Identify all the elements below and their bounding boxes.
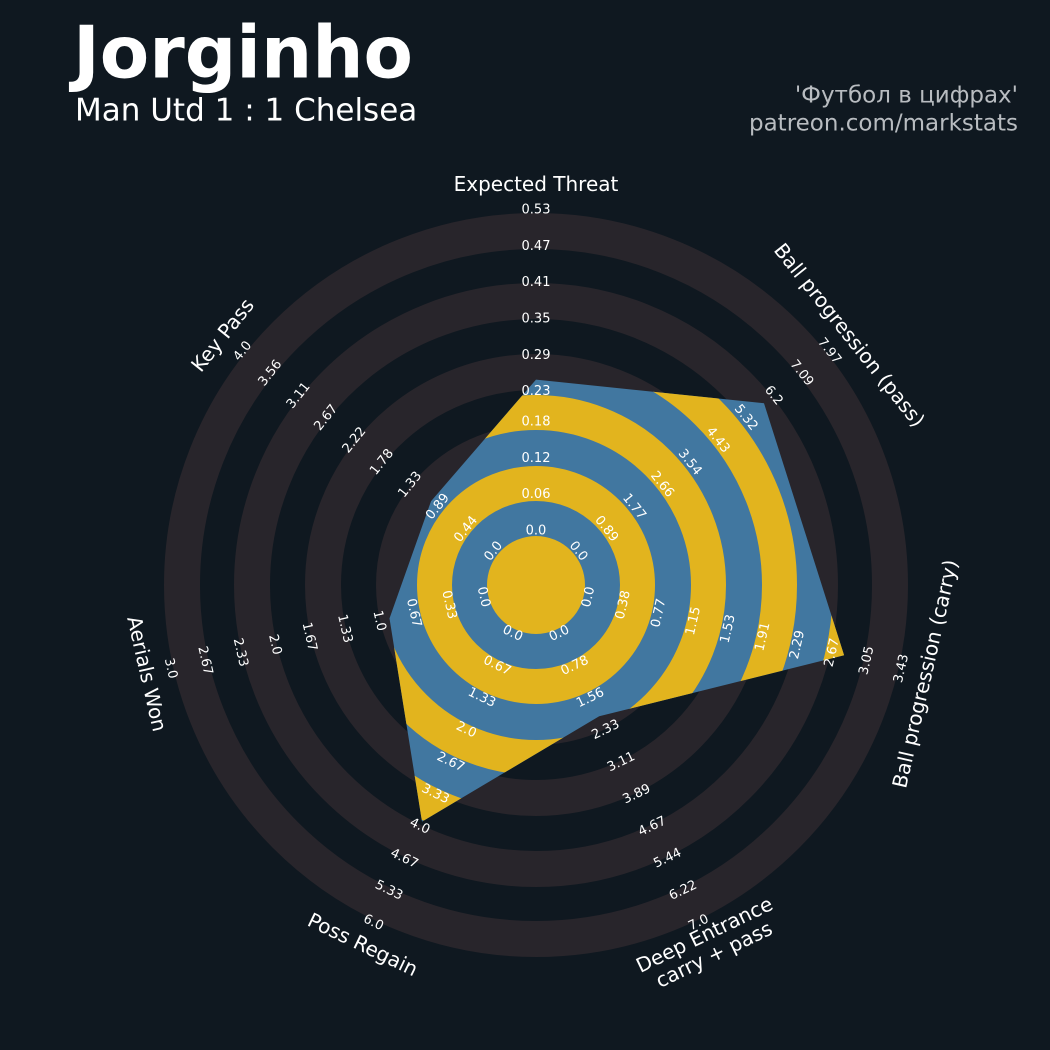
- background-ring: [164, 213, 908, 957]
- tick-label: 0.33: [438, 589, 459, 621]
- tick-label: 0.0: [474, 585, 493, 609]
- tick-label: 2.67: [822, 637, 843, 669]
- tick-label: 0.53: [522, 203, 551, 218]
- tick-label: 2.67: [194, 645, 215, 677]
- tick-label: 0.06: [522, 487, 551, 502]
- credit: 'Футбол в цифрах': [795, 83, 1018, 109]
- tick-label: 0.12: [522, 451, 551, 466]
- ring-band: [417, 466, 655, 704]
- ring-band: [389, 379, 797, 822]
- tick-label: 3.05: [856, 645, 877, 677]
- tick-label: 3.43: [891, 653, 912, 685]
- tick-label: 0.67: [403, 597, 424, 629]
- tick-label: 1.15: [683, 605, 704, 637]
- tick-label: 0.41: [522, 275, 551, 290]
- tick-label: 2.33: [230, 637, 251, 669]
- chart-subtitle: Man Utd 1 : 1 Chelsea: [75, 93, 417, 129]
- tick-label: 0.35: [522, 312, 551, 327]
- tick-label: 0.77: [648, 597, 669, 629]
- tick-label: 1.0: [369, 609, 388, 633]
- tick-label: 2.0: [265, 633, 284, 657]
- tick-label: 0.23: [522, 384, 551, 399]
- tick-label: 0.38: [613, 589, 634, 621]
- tick-label: 1.33: [334, 613, 355, 645]
- tick-label: 2.29: [787, 629, 808, 661]
- tick-label: 0.47: [522, 239, 551, 254]
- chart-title: Jorginho: [68, 11, 413, 95]
- tick-label: 1.67: [299, 621, 320, 653]
- tick-label: 0.0: [526, 524, 547, 539]
- tick-label: 3.0: [161, 657, 180, 681]
- axis-label: Expected Threat: [454, 172, 619, 196]
- ring-band: [487, 536, 585, 634]
- tick-label: 0.29: [522, 348, 551, 363]
- tick-label: 0.0: [579, 585, 598, 609]
- tick-label: 0.18: [522, 414, 551, 429]
- tick-label: 1.53: [718, 613, 739, 645]
- tick-label: 1.91: [752, 621, 773, 653]
- credit: patreon.com/markstats: [749, 111, 1018, 137]
